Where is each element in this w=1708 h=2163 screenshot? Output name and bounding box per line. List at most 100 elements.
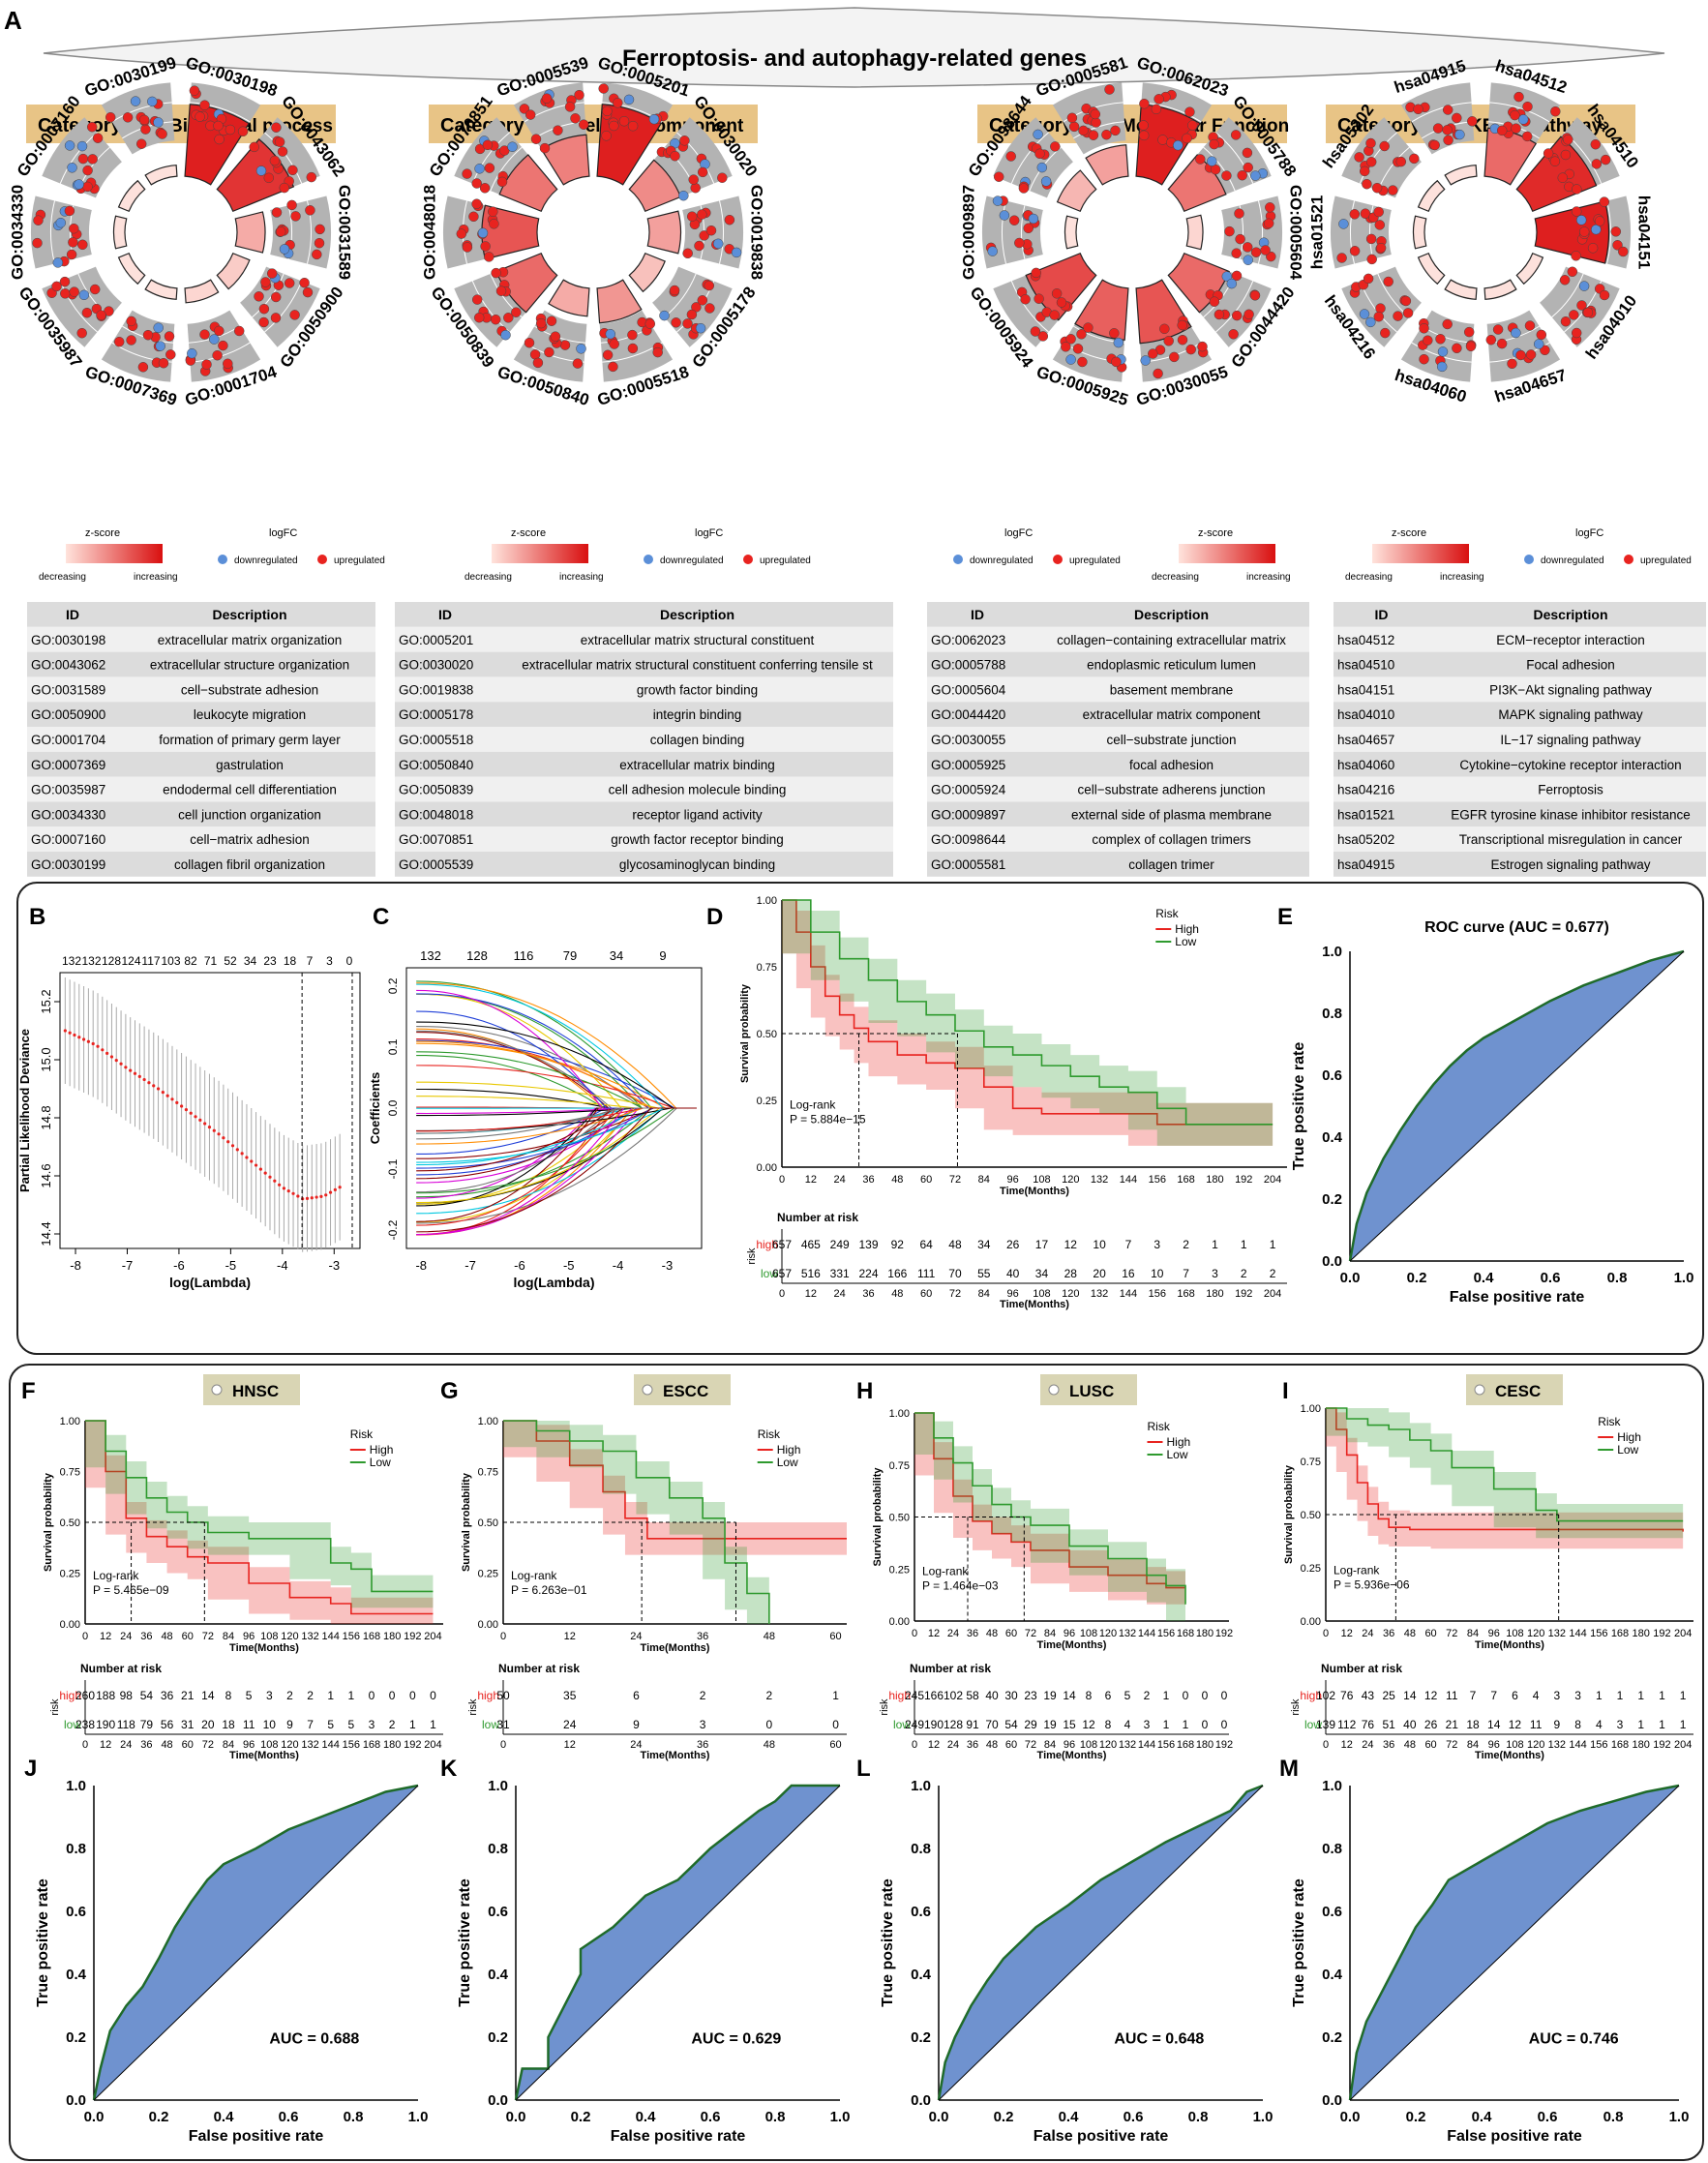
gene-dot-up <box>69 223 79 234</box>
km-curve <box>1326 1407 1684 1532</box>
y-tick-label: 0.2 <box>1322 2029 1342 2046</box>
y-tick-label: 0.25 <box>478 1569 498 1580</box>
term-zscore-bar <box>1185 214 1204 251</box>
logfc-legend-title: logFC <box>1004 527 1033 539</box>
table-cell-id: GO:0007160 <box>31 832 105 847</box>
zscore-decreasing: decreasing <box>1345 572 1393 583</box>
gene-dot-up <box>479 183 491 194</box>
x-tick-label: 132 <box>1091 1174 1108 1186</box>
gene-dot-up <box>1465 341 1477 352</box>
gene-dot-up <box>64 205 75 217</box>
zscore-increasing: increasing <box>559 572 604 583</box>
gene-dot-up <box>1402 308 1414 318</box>
table-cell-desc: Focal adhesion <box>1526 658 1615 673</box>
risk-value: 5 <box>348 1718 355 1731</box>
x-tick-label: 204 <box>424 1631 441 1642</box>
coef-path <box>416 1107 697 1226</box>
gene-dot-up <box>627 120 639 132</box>
legend-down-icon <box>1524 555 1534 564</box>
table-cell-id: GO:0005604 <box>931 682 1006 697</box>
x-tick-label: 144 <box>1569 1628 1586 1639</box>
table-cell-desc: complex of collagen trimers <box>1092 832 1251 847</box>
risk-x-tick: 204 <box>424 1739 441 1751</box>
gene-dot-down <box>623 94 635 105</box>
gene-dot-up <box>574 89 584 101</box>
roc-diagonal <box>1349 950 1685 1262</box>
panel-label: B <box>29 904 45 930</box>
term-zscore-bar <box>596 279 643 324</box>
table-row <box>27 826 375 852</box>
legend-label: High <box>1167 1435 1191 1449</box>
km-ci-band <box>85 1421 434 1608</box>
risk-x-tick: 96 <box>1007 1288 1019 1300</box>
y-tick-label: 0.6 <box>66 1904 86 1920</box>
table-row <box>1333 751 1706 777</box>
risk-value: 0 <box>430 1689 436 1702</box>
risk-value: 1 <box>1183 1718 1189 1731</box>
y-tick-label: 0.8 <box>911 1841 931 1857</box>
gene-dot-up <box>1030 326 1041 337</box>
gene-dot-down <box>1221 271 1233 282</box>
gene-dot-down <box>648 113 660 125</box>
risk-value: 1 <box>1241 1238 1247 1251</box>
gene-dot-up <box>1496 338 1508 349</box>
risk-x-tick: 48 <box>161 1739 172 1751</box>
gene-dot-up <box>1078 125 1089 136</box>
coef-path <box>416 1055 697 1109</box>
gene-dot-up <box>1400 295 1412 307</box>
term-ring-gridline <box>307 200 313 264</box>
x-tick-label: 192 <box>1215 1628 1233 1639</box>
table-cell-id: GO:0030020 <box>399 658 473 673</box>
y-tick-label: 1.0 <box>911 1778 931 1794</box>
gene-dot-up <box>1496 125 1508 136</box>
x-tick-label: 1.0 <box>1674 1270 1694 1286</box>
gene-dot-up <box>263 172 275 184</box>
gene-dot-up <box>539 142 551 154</box>
gene-dot-up <box>33 215 44 225</box>
x-tick-label: 96 <box>243 1631 255 1642</box>
term-zscore-bar <box>628 159 682 213</box>
legend-title: Risk <box>758 1427 781 1441</box>
coef-path <box>416 1107 697 1215</box>
term-zscore-bar <box>117 179 146 213</box>
risk-value: 516 <box>801 1267 821 1280</box>
x-tick-label: -7 <box>122 1258 134 1273</box>
risk-value: 48 <box>948 1238 962 1251</box>
gene-dot-up <box>1373 311 1385 322</box>
y-tick-label: -0.1 <box>386 1158 400 1179</box>
term-zscore-bar <box>646 210 682 255</box>
x-axis-title: Time(Months) <box>229 1642 299 1654</box>
logrank-label: Log-rank <box>93 1569 139 1582</box>
gene-dot-up <box>1244 309 1254 320</box>
x-tick-label: 1.0 <box>830 2109 851 2125</box>
risk-value: 8 <box>1574 1718 1581 1731</box>
gene-dot-up <box>1571 327 1582 339</box>
gene-dot-down <box>987 246 998 256</box>
term-id-label: hsa04151 <box>1635 195 1654 270</box>
table-cell-desc: collagen binding <box>650 733 745 747</box>
table-cell-desc: receptor ligand activity <box>632 807 763 822</box>
gene-dot-up <box>225 124 236 135</box>
auc-label: AUC = 0.746 <box>1529 2031 1619 2048</box>
table-cell-desc: focal adhesion <box>1129 758 1214 772</box>
gene-dot-up <box>1610 226 1622 237</box>
risk-value: 19 <box>1043 1689 1057 1702</box>
table-cell-desc: cell−substrate adherens junction <box>1078 783 1266 797</box>
x-tick-label: 108 <box>1033 1174 1050 1186</box>
gene-dot-up <box>1591 159 1603 169</box>
x-tick-label: 0 <box>500 1631 506 1642</box>
x-tick-label: 36 <box>1383 1628 1394 1639</box>
logfc-legend-title: logFC <box>1575 527 1603 539</box>
x-tick-label: 72 <box>949 1174 961 1186</box>
gene-dot-up <box>269 155 281 166</box>
x-tick-label: 108 <box>1506 1628 1523 1639</box>
gene-dot-up <box>694 240 704 252</box>
deviance-point <box>91 1041 95 1046</box>
x-tick-label: -5 <box>563 1258 575 1273</box>
deviance-point <box>296 1194 300 1198</box>
x-tick-label: 0.0 <box>929 2109 949 2125</box>
y-tick-label: 0.50 <box>889 1513 910 1524</box>
top-count-label: 18 <box>284 954 297 968</box>
x-tick-label: 60 <box>1005 1628 1017 1639</box>
